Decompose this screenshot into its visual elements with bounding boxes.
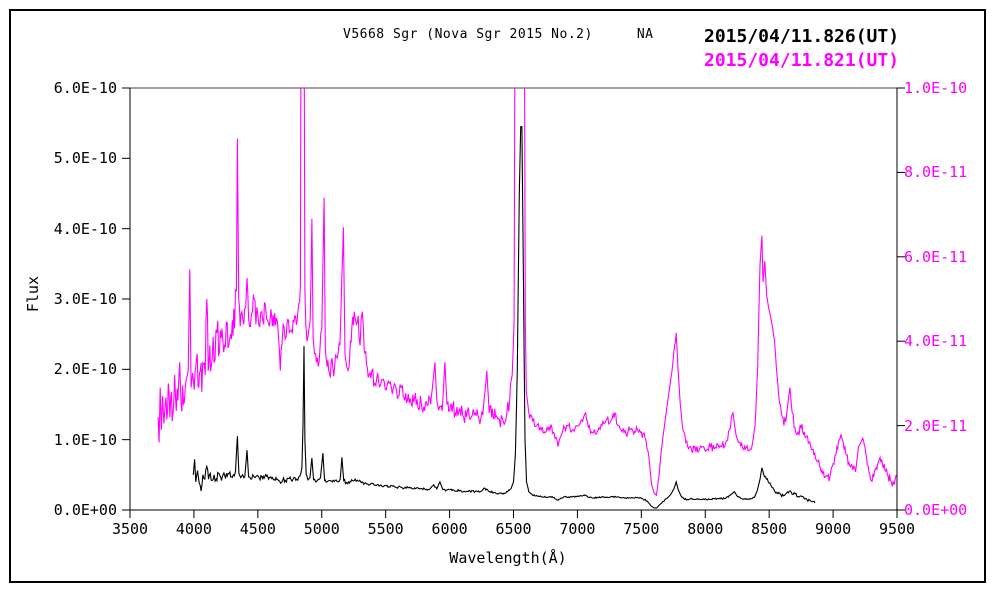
x-tick-label: 5000 <box>303 520 340 538</box>
x-tick-label: 4500 <box>239 520 276 538</box>
y-left-tick-label: 4.0E-10 <box>53 219 117 238</box>
y-left-tick-label: 0.0E+00 <box>53 501 117 519</box>
y-left-tick-label: 6.0E-10 <box>53 79 117 97</box>
page-title: V5668 Sgr (Nova Sgr 2015 No.2) <box>343 27 593 42</box>
y-right-tick-label: 2.0E-11 <box>904 416 968 435</box>
y-left-tick-label: 1.0E-10 <box>53 430 117 449</box>
y-right-tick-label: 8.0E-11 <box>904 163 968 182</box>
y-right-tick-label: 4.0E-11 <box>904 332 968 351</box>
outer-border <box>9 9 986 583</box>
observer-code: NA <box>636 27 654 42</box>
x-tick-label: 8500 <box>751 520 788 538</box>
x-axis-title: Wavelength(Å) <box>449 549 567 567</box>
x-tick-label: 3500 <box>111 520 149 538</box>
x-tick-label: 7500 <box>623 520 660 538</box>
y-right-tick-label: 1.0E-10 <box>904 79 968 97</box>
legend-date-black: 2015/04/11.826(UT) <box>704 26 900 47</box>
legend-date-magenta: 2015/04/11.821(UT) <box>704 50 900 71</box>
y-right-tick-label: 0.0E+00 <box>904 501 968 519</box>
x-tick-label: 5500 <box>367 520 404 538</box>
y-left-tick-label: 5.0E-10 <box>53 149 117 168</box>
y-left-tick-label: 2.0E-10 <box>53 360 117 379</box>
y-left-tick-label: 3.0E-10 <box>53 290 117 308</box>
y-right-tick-label: 6.0E-11 <box>904 247 968 266</box>
x-tick-label: 4000 <box>175 520 212 538</box>
legend: 2015/04/11.826(UT) 2015/04/11.821(UT) <box>704 25 899 73</box>
spectrum-trace-black <box>192 126 816 509</box>
x-tick-label: 9000 <box>815 520 852 538</box>
x-tick-label: 6000 <box>431 520 468 538</box>
x-tick-label: 8000 <box>687 520 724 538</box>
y-axis-title: Flux <box>24 276 42 313</box>
x-tick-label: 6500 <box>495 520 532 538</box>
spectrum-trace-magenta <box>157 88 897 497</box>
x-tick-label: 9500 <box>878 520 916 538</box>
x-tick-label: 7000 <box>559 520 596 538</box>
plot-title-block: V5668 Sgr (Nova Sgr 2015 No.2) NA <box>343 27 653 42</box>
